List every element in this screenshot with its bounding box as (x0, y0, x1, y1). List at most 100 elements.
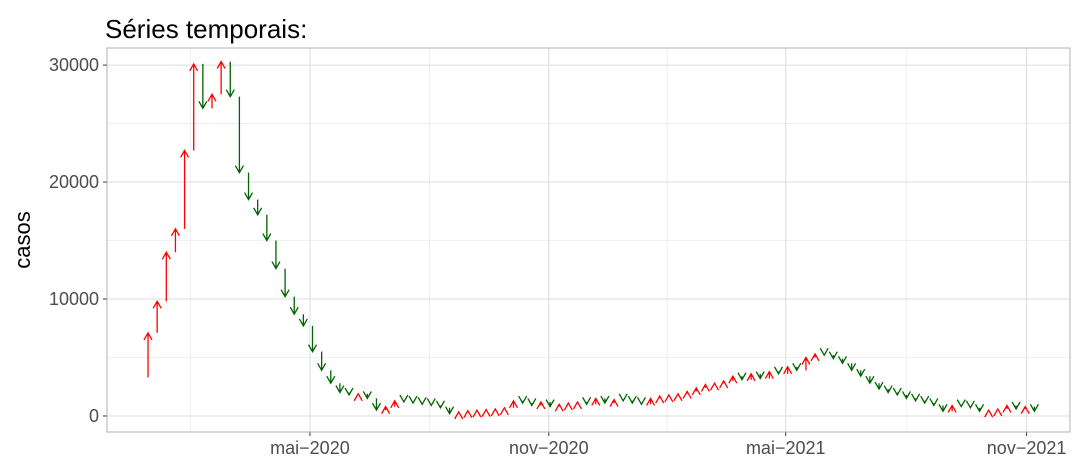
arrow (847, 363, 857, 372)
arrow (444, 406, 455, 415)
arrow (874, 381, 884, 391)
arrow (307, 325, 318, 353)
arrow (481, 408, 491, 417)
arrow (783, 365, 793, 375)
arrow (984, 408, 994, 418)
arrow (892, 387, 902, 397)
arrow (408, 395, 418, 405)
arrow (271, 240, 281, 270)
arrow (993, 407, 1003, 417)
arrow (664, 393, 674, 403)
arrow (1011, 401, 1021, 411)
arrow (819, 347, 829, 357)
arrow (773, 366, 784, 376)
arrow (189, 62, 199, 151)
arrow (828, 351, 838, 360)
arrow (198, 63, 208, 110)
arrow (399, 394, 409, 404)
arrow (636, 396, 647, 406)
arrow (207, 93, 217, 109)
y-axis-label: casos (10, 211, 35, 268)
arrow (865, 375, 875, 385)
arrow (518, 395, 528, 405)
arrow (837, 356, 848, 365)
arrow (317, 351, 327, 372)
arrow (371, 398, 382, 412)
arrow (591, 397, 601, 406)
arrow (499, 406, 509, 416)
chart-title: Séries temporais: (105, 14, 307, 44)
arrow (508, 399, 519, 409)
arrow (454, 410, 464, 420)
arrow (737, 372, 747, 382)
arrow (974, 403, 985, 413)
arrow (490, 407, 500, 417)
arrow (545, 399, 555, 408)
arrow (655, 394, 665, 404)
arrow (161, 250, 171, 302)
arrow (965, 400, 975, 410)
arrow (938, 403, 948, 413)
arrow (225, 61, 235, 98)
arrow (417, 396, 427, 406)
arrow (646, 397, 656, 406)
arrow (582, 396, 592, 406)
arrow (929, 398, 939, 407)
y-tick-label: 30000 (49, 55, 99, 75)
arrow (234, 96, 244, 174)
arrow (426, 398, 436, 407)
arrow (353, 392, 363, 402)
arrow (600, 395, 610, 405)
x-tick-label: mai−2020 (270, 438, 350, 458)
x-tick-label: nov−2021 (987, 438, 1067, 458)
arrow (390, 399, 400, 409)
arrow (947, 404, 957, 413)
arrow (435, 400, 445, 410)
arrow (1020, 405, 1030, 414)
arrow (280, 268, 290, 298)
arrow (719, 379, 729, 389)
arrow (1002, 404, 1012, 413)
panel-border (106, 47, 1071, 433)
arrow (1029, 403, 1039, 413)
y-tick-label: 0 (89, 406, 99, 426)
arrow (627, 395, 637, 405)
arrow (956, 399, 966, 408)
arrow (527, 398, 537, 407)
arrow (262, 214, 272, 242)
arrow (152, 300, 162, 333)
arrow (618, 393, 628, 403)
arrow (335, 383, 345, 394)
arrow (216, 60, 226, 95)
arrow (691, 386, 701, 396)
arrow (801, 356, 811, 371)
arrow (554, 402, 564, 412)
arrow (883, 385, 893, 394)
arrow (289, 296, 299, 316)
arrow (344, 387, 354, 397)
x-tick-label: nov−2020 (509, 438, 589, 458)
arrow (911, 393, 921, 403)
arrow (143, 331, 153, 378)
arrow (463, 409, 473, 419)
arrow (298, 314, 308, 328)
arrow (755, 371, 765, 380)
arrow (253, 199, 263, 217)
arrow (362, 391, 372, 400)
y-tick-label: 10000 (49, 289, 99, 309)
arrow (609, 398, 619, 407)
arrow (180, 149, 190, 229)
arrow (673, 392, 683, 402)
arrow (792, 363, 802, 372)
arrow (901, 391, 912, 400)
arrow (572, 400, 583, 410)
arrow (709, 381, 720, 391)
arrow (856, 368, 866, 378)
arrow (243, 172, 254, 201)
arrow (728, 374, 738, 384)
arrow (700, 383, 710, 392)
arrow (746, 372, 756, 382)
arrow (810, 352, 820, 362)
